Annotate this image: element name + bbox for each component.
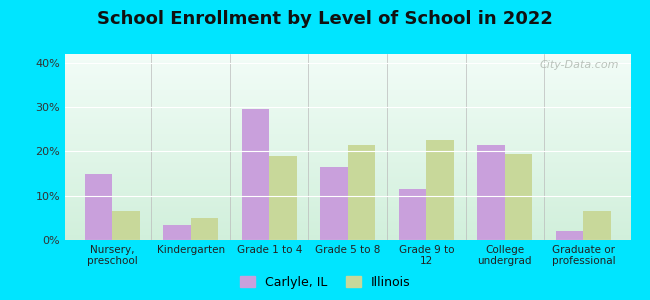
Bar <box>348 145 375 240</box>
Legend: Carlyle, IL, Illinois: Carlyle, IL, Illinois <box>235 271 415 294</box>
Bar <box>399 189 426 240</box>
Bar <box>269 156 296 240</box>
Bar <box>190 218 218 240</box>
Bar <box>84 174 112 240</box>
Bar <box>112 211 140 240</box>
Text: School Enrollment by Level of School in 2022: School Enrollment by Level of School in … <box>97 11 553 28</box>
Bar <box>242 110 269 240</box>
Bar <box>505 154 532 240</box>
Bar <box>556 231 584 240</box>
Bar <box>426 140 454 240</box>
Bar <box>584 211 611 240</box>
Bar <box>320 167 348 240</box>
Text: City-Data.com: City-Data.com <box>540 60 619 70</box>
Bar <box>477 145 505 240</box>
Bar <box>163 224 190 240</box>
